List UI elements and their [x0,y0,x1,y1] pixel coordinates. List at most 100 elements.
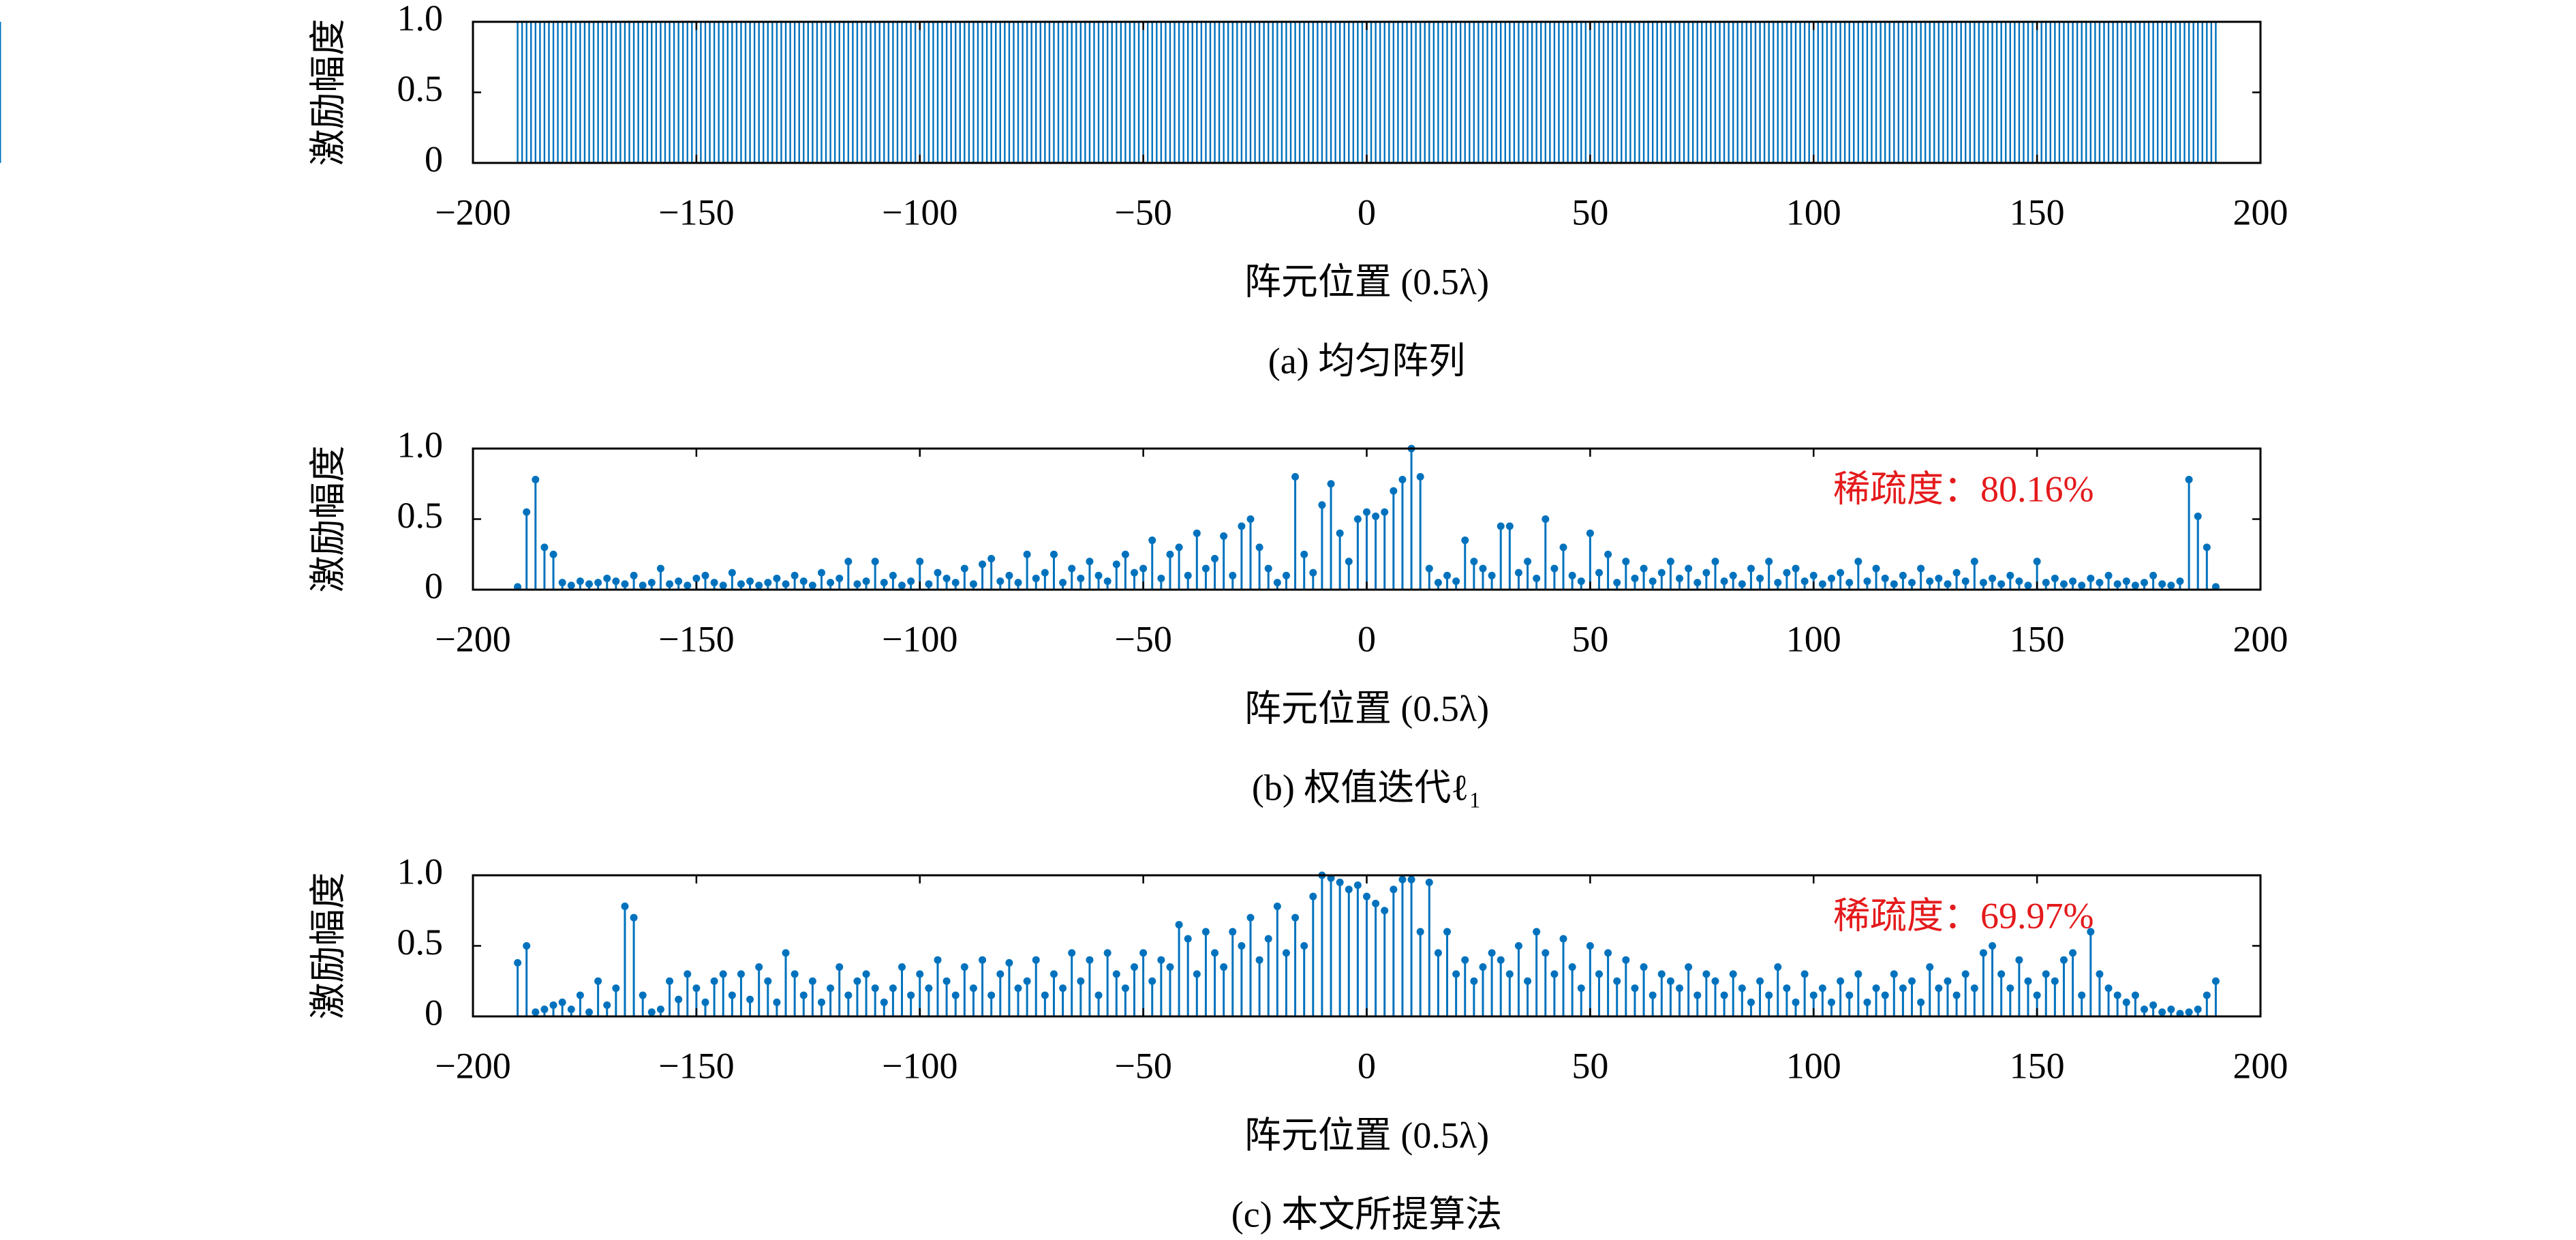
stem-marker [1175,920,1183,928]
stem-marker [585,1008,593,1016]
x-tick-label: 50 [1571,1045,1608,1086]
x-tick-label: −100 [882,192,957,232]
stem-marker [755,581,763,590]
stem-marker [1711,977,1719,985]
stem-marker [1935,574,1943,582]
stem-marker [675,577,683,586]
stem-marker [1336,878,1344,886]
stem-marker [1693,991,1702,999]
stem-marker [1434,949,1442,957]
stem-marker [1774,963,1782,971]
stem-marker [1586,942,1594,950]
stem-marker [1774,579,1782,587]
stem-marker [996,577,1005,586]
stem-marker [1845,579,1854,587]
stem-marker [1488,571,1496,579]
stem-marker [558,998,566,1006]
stem-marker [1595,970,1603,978]
stem-marker [2104,571,2113,579]
stem-marker [1023,977,1031,985]
stem-marker [1800,577,1809,586]
stem-marker [2078,991,2086,999]
stem-marker [996,970,1005,978]
stem-marker [1783,984,1791,993]
sparsity-annotation: 稀疏度：80.16% [1833,468,2094,509]
stem-marker [1014,984,1022,993]
stem-marker [1086,558,1094,566]
stem-marker [1220,963,1228,971]
stem-marker [2033,558,2041,566]
stem-marker [523,508,531,516]
stem-marker [1685,963,1693,971]
stem-marker [1586,529,1594,537]
stem-marker [1970,558,1978,566]
stem-marker [925,984,933,993]
stem-marker [817,569,825,577]
stem-marker [532,476,540,484]
stem-marker [1139,949,1148,957]
stem-marker [1738,580,1746,588]
stem-marker [514,958,522,967]
stem-marker [1372,512,1380,520]
stem-marker [1112,970,1120,978]
stem-marker [1514,942,1522,950]
stem-marker [1792,998,1800,1006]
stem-marker [889,571,897,579]
stem-marker [746,995,754,1003]
stem-marker [737,580,745,588]
stem-marker [2087,928,2095,936]
y-tick-label: 0 [425,138,443,179]
stem-marker [2113,580,2121,588]
x-axis-label: 阵元位置 (0.5λ) [1244,1115,1489,1155]
stem-marker [1094,991,1103,999]
stem-marker [1550,970,1559,978]
stem-marker [2104,984,2113,993]
stem-marker [934,956,942,964]
stem-marker [880,998,888,1006]
stem-marker [2096,579,2104,587]
stem-marker [1452,577,1460,586]
stem-marker [1246,515,1255,523]
stem-marker [1121,550,1129,558]
stem-marker [1390,886,1398,894]
stem-marker [1300,550,1308,558]
stem-marker [1327,480,1335,488]
stem-marker [647,579,656,587]
x-tick-label: −200 [435,192,510,232]
stem-marker [746,577,754,586]
stem-marker [1488,949,1496,957]
stem-marker [1381,907,1389,915]
stem-marker [951,579,960,587]
stem-marker [862,577,870,586]
stem-marker [880,579,888,587]
stem-marker [2158,1008,2166,1016]
stem-marker [1899,571,1907,579]
stem-marker [1837,977,1845,985]
stem-marker [1559,935,1567,943]
stem-marker [1979,949,1987,957]
stem-marker [1649,991,1657,999]
stem-marker [1765,991,1773,999]
stem-marker [1407,875,1415,883]
stem-marker [1049,550,1058,558]
stem-marker [2122,577,2130,586]
stem-marker [666,977,674,985]
stem-marker [1640,564,1648,573]
stem-marker [2042,579,2050,587]
stem-marker [2113,991,2121,999]
x-tick-label: 200 [2233,618,2288,659]
stem-marker [1550,564,1559,573]
stem-marker [2006,984,2014,993]
stem-marker [979,956,987,964]
stem-marker [791,970,799,978]
stem-marker [2078,581,2086,590]
stem-marker [576,577,584,586]
stem-marker [630,571,638,579]
stem-marker [1649,577,1657,586]
stem-marker [1014,579,1022,587]
stem-marker [2015,577,2023,586]
stem-marker [639,991,647,999]
stem-marker [1577,984,1585,993]
stem-marker [2015,956,2023,964]
